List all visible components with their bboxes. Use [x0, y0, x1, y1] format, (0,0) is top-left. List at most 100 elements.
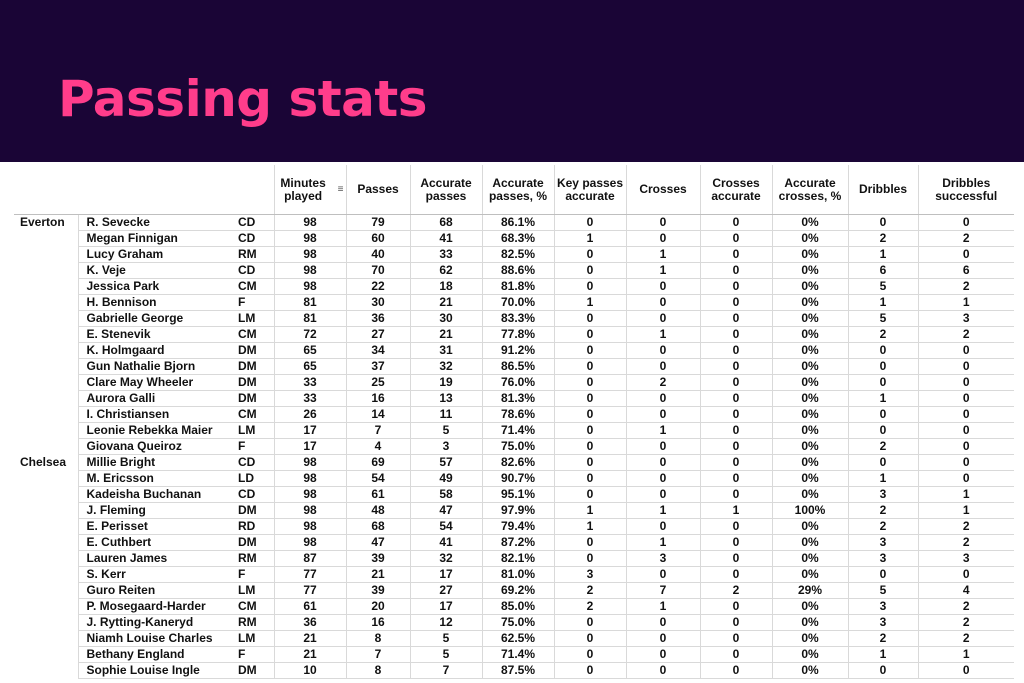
player-cell: Lucy Graham	[77, 246, 230, 263]
stat-cell: 98	[273, 246, 346, 263]
stat-cell: 87	[273, 550, 346, 567]
stat-cell: 12	[409, 614, 482, 631]
sort-descending-icon[interactable]: ≡	[337, 184, 344, 195]
stat-cell: 79.4%	[481, 518, 554, 535]
stat-cell: 0	[699, 534, 772, 551]
table-row: S. Kerr F 77 21 17 81.0% 3 0 0 0% 0 0	[14, 566, 1014, 583]
stat-cell: 26	[273, 406, 346, 423]
stat-cell: 72	[273, 326, 346, 343]
player-cell: R. Sevecke	[77, 214, 230, 231]
column-header-label: Dribbles successful	[935, 175, 998, 203]
stat-cell: 0	[625, 358, 700, 375]
stat-cell: 3	[847, 534, 918, 551]
stat-cell: 25	[345, 374, 410, 391]
stat-cell: 5	[409, 646, 482, 663]
stat-cell: 17	[273, 422, 346, 439]
stat-cell: 0	[699, 310, 772, 327]
team-cell	[14, 615, 78, 631]
column-header-label: Dribbles	[858, 182, 907, 196]
stat-cell: 40	[345, 246, 410, 263]
stat-cell: 21	[409, 294, 482, 311]
table-row: Leonie Rebekka Maier LM 17 7 5 71.4% 0 1 0 0% 0 0	[14, 422, 1014, 439]
stat-cell: 0	[699, 646, 772, 663]
stat-cell: 0	[625, 342, 700, 359]
stat-cell: 0%	[771, 262, 848, 279]
team-cell: Chelsea	[20, 455, 67, 469]
stat-cell: 2	[917, 230, 1014, 247]
team-cell	[14, 295, 78, 311]
stat-cell: 36	[273, 614, 346, 631]
stat-cell: 33	[409, 246, 482, 263]
column-header[interactable]: Crosses	[625, 165, 700, 215]
stat-cell: 0	[625, 438, 700, 455]
position-cell: RD	[230, 518, 274, 535]
stat-cell: 0	[553, 214, 626, 231]
table-row: P. Mosegaard-Harder CM 61 20 17 85.0% 2 1 0 0% 3 2	[14, 598, 1014, 615]
column-header[interactable]: Key passes accurate	[553, 165, 626, 215]
player-cell: Aurora Galli	[77, 390, 230, 407]
stat-cell: 75.0%	[481, 614, 554, 631]
stat-cell: 0	[847, 662, 918, 679]
stat-cell: 1	[625, 246, 700, 263]
stat-cell: 1	[847, 646, 918, 663]
stat-cell: 82.5%	[481, 246, 554, 263]
stat-cell: 0	[699, 422, 772, 439]
stat-cell: 0%	[771, 470, 848, 487]
stat-cell: 2	[917, 598, 1014, 615]
stat-cell: 5	[409, 630, 482, 647]
stat-cell: 0%	[771, 406, 848, 423]
team-cell	[14, 567, 78, 583]
stat-cell: 20	[345, 598, 410, 615]
stat-cell: 0	[699, 326, 772, 343]
stat-cell: 0%	[771, 518, 848, 535]
stat-cell: 98	[273, 486, 346, 503]
column-header[interactable]: Dribbles	[847, 165, 918, 215]
position-cell: CM	[230, 598, 274, 615]
stat-cell: 0	[917, 662, 1014, 679]
column-header[interactable]: Dribbles successful	[917, 165, 1014, 215]
stat-cell: 97.9%	[481, 502, 554, 519]
stat-cell: 0	[625, 486, 700, 503]
column-header[interactable]: Crosses accurate	[699, 165, 772, 215]
stat-cell: 0%	[771, 230, 848, 247]
team-cell	[14, 343, 78, 359]
table-row: E. Perisset RD 98 68 54 79.4% 1 0 0 0% 2 2	[14, 518, 1014, 535]
table-row: Bethany England F 21 7 5 71.4% 0 0 0 0% 1 1	[14, 646, 1014, 663]
player-cell: Giovana Queiroz	[77, 438, 230, 455]
player-cell: K. Holmgaard	[77, 342, 230, 359]
position-cell: DM	[230, 390, 274, 407]
stat-cell: 3	[553, 566, 626, 583]
table-row: E. Stenevik CM 72 27 21 77.8% 0 1 0 0% 2 2	[14, 326, 1014, 343]
team-cell	[14, 423, 78, 439]
table-row: J. Rytting-Kaneryd RM 36 16 12 75.0% 0 0 0 0% 3 2	[14, 614, 1014, 631]
position-cell: RM	[230, 246, 274, 263]
column-header[interactable]: Passes	[345, 165, 410, 215]
stat-cell: 81.0%	[481, 566, 554, 583]
table-row: Gabrielle George LM 81 36 30 83.3% 0 0 0 0% 5 3	[14, 310, 1014, 327]
stat-cell: 0%	[771, 534, 848, 551]
stat-cell: 0	[553, 646, 626, 663]
player-cell: Guro Reiten	[77, 582, 230, 599]
stat-cell: 0	[553, 342, 626, 359]
stat-cell: 98	[273, 214, 346, 231]
stat-cell: 54	[409, 518, 482, 535]
passing-stats-table: Minutes played ≡ Passes Accurate passes Accu…	[14, 165, 1014, 679]
team-cell	[14, 599, 78, 615]
stat-cell: 70	[345, 262, 410, 279]
stat-cell: 1	[917, 646, 1014, 663]
stat-cell: 0%	[771, 342, 848, 359]
stat-cell: 79	[345, 214, 410, 231]
table-header: Minutes played ≡ Passes Accurate passes Accu…	[14, 165, 1014, 215]
column-header[interactable]: Accurate passes	[409, 165, 482, 215]
position-cell: LM	[230, 582, 274, 599]
table-row: H. Bennison F 81 30 21 70.0% 1 0 0 0% 1 1	[14, 294, 1014, 311]
stat-cell: 1	[625, 262, 700, 279]
column-header[interactable]: Minutes played ≡	[273, 165, 346, 215]
column-header[interactable]: Accurate crosses, %	[771, 165, 848, 215]
stat-cell: 2	[917, 614, 1014, 631]
stat-cell: 0%	[771, 278, 848, 295]
stat-cell: 68.3%	[481, 230, 554, 247]
column-header[interactable]: Accurate passes, %	[481, 165, 554, 215]
stat-cell: 2	[847, 502, 918, 519]
stat-cell: 0	[553, 630, 626, 647]
